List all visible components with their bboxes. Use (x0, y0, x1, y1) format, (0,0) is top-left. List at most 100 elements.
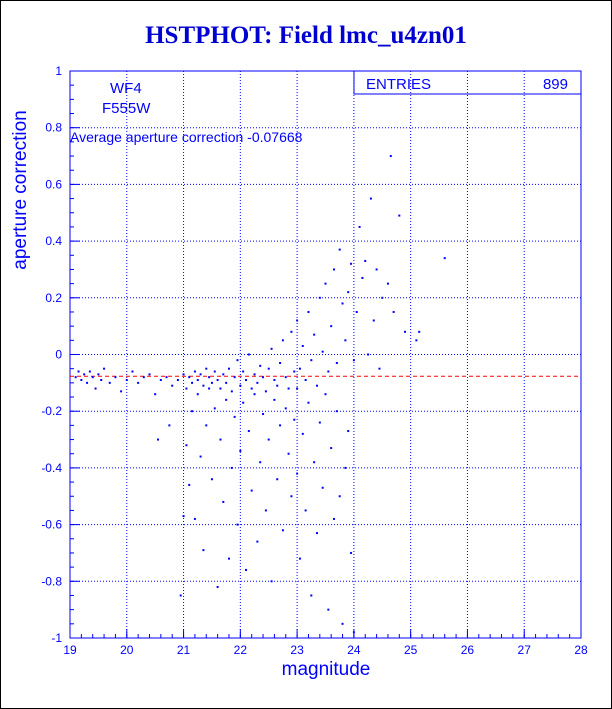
data-point (284, 376, 287, 379)
data-point (210, 478, 213, 481)
data-point (318, 296, 321, 299)
data-point (279, 424, 282, 427)
y-tick-label: 0.6 (45, 177, 62, 191)
data-point (222, 500, 225, 503)
data-point (267, 438, 270, 441)
data-point (216, 585, 219, 588)
data-point (185, 387, 188, 390)
stats-box (353, 70, 582, 95)
data-point (324, 282, 327, 285)
data-point (386, 282, 389, 285)
data-point (142, 376, 145, 379)
data-point (236, 359, 239, 362)
data-point (202, 549, 205, 552)
data-point (335, 362, 338, 365)
data-point (120, 390, 123, 393)
data-point (247, 430, 250, 433)
data-point (245, 379, 248, 382)
data-point (227, 557, 230, 560)
y-tick-label: -0.6 (41, 518, 62, 532)
data-point (137, 381, 140, 384)
stats-entries-label: ENTRIES (366, 76, 431, 93)
data-point (208, 387, 211, 390)
data-point (253, 393, 256, 396)
data-point (114, 376, 117, 379)
data-point (304, 509, 307, 512)
data-point (213, 370, 216, 373)
data-point (154, 393, 157, 396)
data-point (108, 381, 111, 384)
data-point (191, 410, 194, 413)
data-point (415, 339, 418, 342)
y-tick-label: -0.4 (41, 461, 62, 475)
data-point (202, 384, 205, 387)
data-point (176, 379, 179, 382)
chip-label: WF4 (110, 80, 142, 97)
data-point (165, 376, 168, 379)
data-point (372, 319, 375, 322)
data-point (222, 373, 225, 376)
data-point (193, 517, 196, 520)
data-point (86, 381, 89, 384)
data-point (233, 376, 236, 379)
data-point (250, 387, 253, 390)
data-point (216, 379, 219, 382)
x-tick-label: 24 (347, 643, 361, 657)
data-point (125, 379, 128, 382)
data-point (239, 384, 242, 387)
data-point (171, 384, 174, 387)
data-point (239, 449, 242, 452)
chart-title: HSTPHOT: Field lmc_u4zn01 (145, 22, 467, 49)
y-tick-label: 0 (55, 348, 62, 362)
x-tick-label: 19 (63, 643, 77, 657)
data-point (293, 370, 296, 373)
data-point (443, 257, 446, 260)
data-point (321, 350, 324, 353)
data-point (338, 495, 341, 498)
data-point (100, 379, 103, 382)
x-axis-ticks: 19 20 21 22 23 24 25 26 27 28 (63, 629, 588, 657)
data-point (296, 387, 299, 390)
x-tick-label: 21 (177, 643, 191, 657)
data-point (225, 381, 228, 384)
data-point (236, 523, 239, 526)
data-point (264, 509, 267, 512)
y-tick-label: 0.2 (45, 291, 62, 305)
y-tick-label: 0.8 (45, 121, 62, 135)
data-point (364, 259, 367, 262)
data-point (225, 398, 228, 401)
data-point (205, 367, 208, 370)
data-point (324, 393, 327, 396)
data-point (157, 438, 160, 441)
data-point (352, 631, 355, 634)
data-point (296, 319, 299, 322)
x-axis-title: magnitude (282, 659, 371, 680)
data-point (276, 384, 279, 387)
data-point (315, 532, 318, 535)
data-point (213, 407, 216, 410)
data-point (338, 248, 341, 251)
data-point (247, 353, 250, 356)
data-point (367, 353, 370, 356)
stats-entries-value: 899 (543, 76, 568, 93)
data-point (262, 376, 265, 379)
data-point (307, 310, 310, 313)
data-point (88, 370, 91, 373)
data-point (298, 367, 301, 370)
data-point (91, 376, 94, 379)
y-tick-label: 0.4 (45, 234, 62, 248)
data-point (298, 557, 301, 560)
data-point (270, 347, 273, 350)
data-point (327, 370, 330, 373)
data-point (230, 466, 233, 469)
data-point (196, 379, 199, 382)
data-point (307, 401, 310, 404)
data-point (253, 373, 256, 376)
y-axis-ticks: 1 0.8 0.6 0.4 0.2 0 -0.2 -0.4 -0.6 -0.8 -1 (41, 64, 80, 645)
data-point (403, 330, 406, 333)
data-point (358, 225, 361, 228)
data-point (210, 381, 213, 384)
data-point (284, 407, 287, 410)
data-point (381, 296, 384, 299)
